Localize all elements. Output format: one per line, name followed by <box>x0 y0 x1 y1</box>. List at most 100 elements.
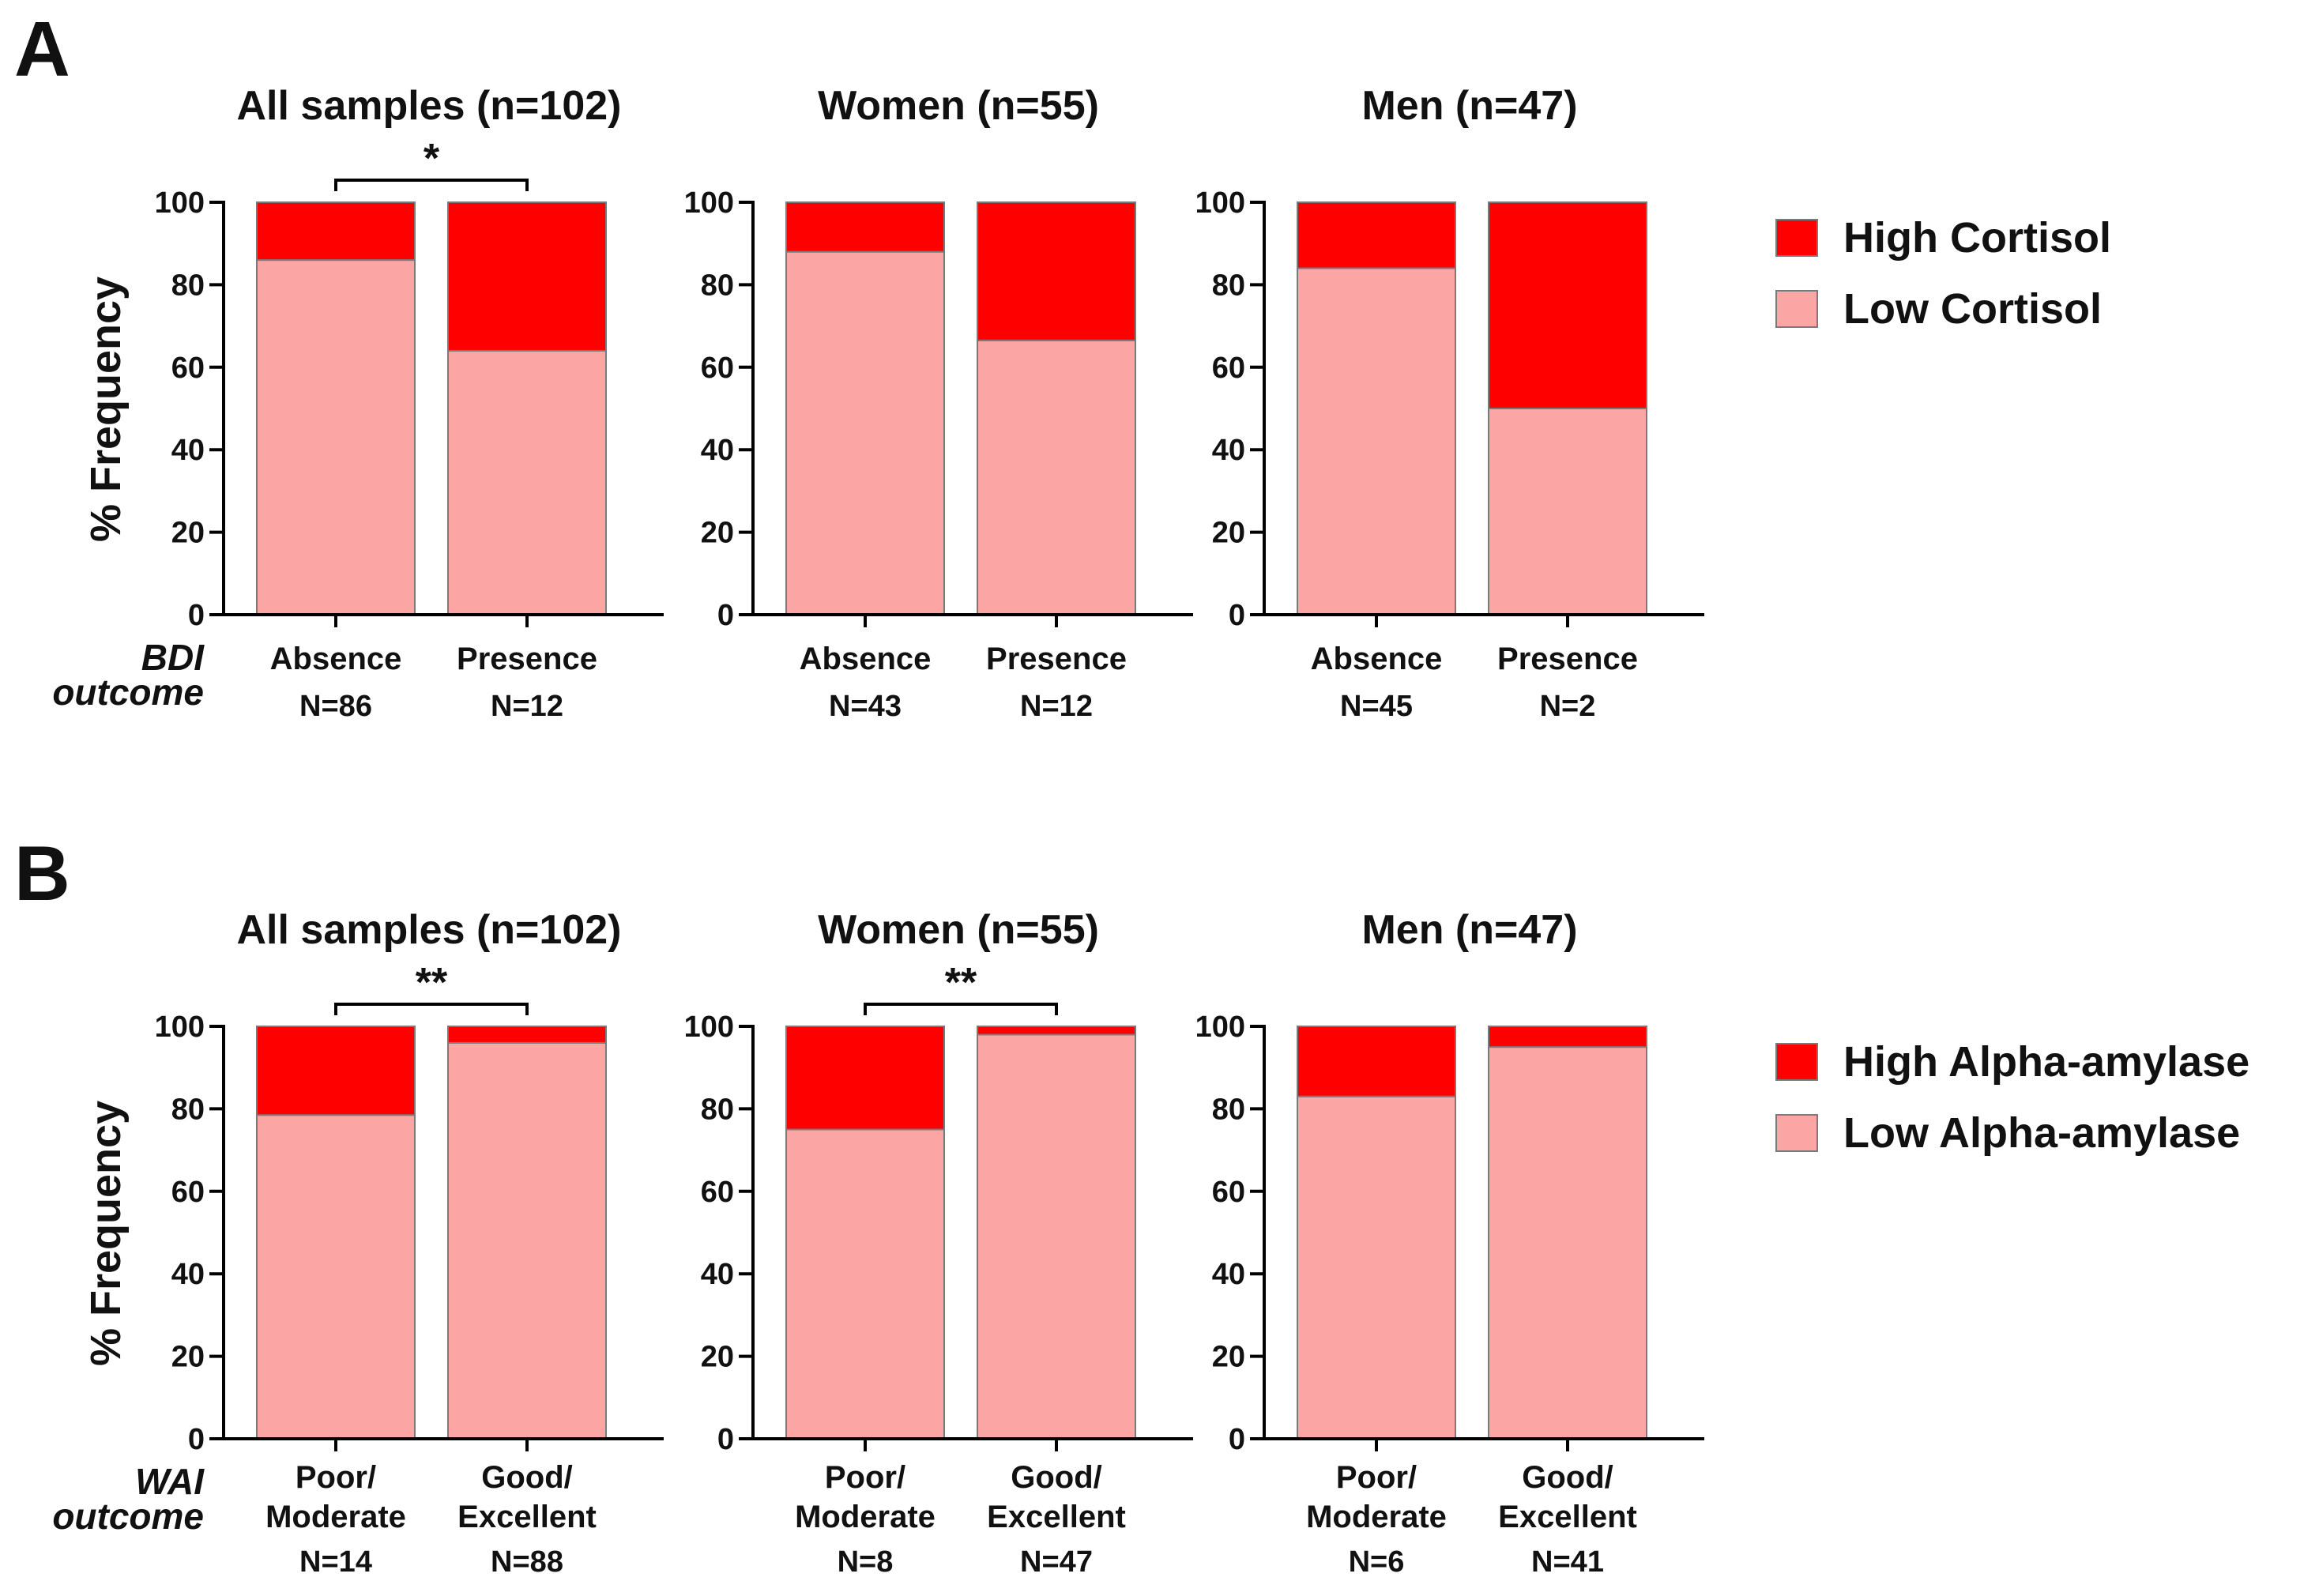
x-tick-label: Moderate <box>795 1500 936 1534</box>
y-tick-label: 60 <box>1212 352 1245 385</box>
outcome-label-line2: outcome <box>52 672 204 713</box>
sample-size-label: N=14 <box>299 1545 372 1579</box>
x-tick-label: Good/ <box>1522 1460 1613 1495</box>
legend-swatch-0 <box>1775 219 1818 257</box>
y-tick-label: 80 <box>701 269 734 302</box>
legend-label-1: Low Cortisol <box>1843 285 2102 333</box>
chart-6: Men (n=47) Poor/Moderate N=6 Good/Excellent… <box>1195 907 1704 1579</box>
y-tick-label: 60 <box>701 352 734 385</box>
y-tick-label: 80 <box>1212 269 1245 302</box>
bar-left-low <box>1297 267 1456 615</box>
y-tick-label: 20 <box>1212 1341 1245 1374</box>
significance-marker: ** <box>945 960 977 1006</box>
sample-size-label: N=6 <box>1349 1545 1405 1579</box>
bar-right-low <box>977 1033 1136 1440</box>
y-tick-label: 60 <box>701 1176 734 1209</box>
legend-label-1: Low Alpha-amylase <box>1843 1109 2240 1157</box>
y-axis-label: % Frequency <box>82 277 130 542</box>
y-tick-label: 80 <box>171 269 205 302</box>
y-tick-label: 0 <box>1229 599 1245 632</box>
y-tick-label: 20 <box>171 517 205 550</box>
significance-marker: * <box>424 136 440 182</box>
bar-right-high <box>1488 1026 1647 1048</box>
x-tick-label: Poor/ <box>1336 1460 1417 1495</box>
bar-right-low <box>1488 1046 1647 1440</box>
x-tick-label: Presence <box>986 642 1127 676</box>
chart-1: All samples (n=102) Absence N=86 Presence N=… <box>155 83 664 723</box>
chart-title: Men (n=47) <box>1361 83 1577 129</box>
legend: High Alpha-amylase Low Alpha-amylase <box>1775 1038 2249 1157</box>
significance-bracket <box>334 179 529 191</box>
bar-right-low <box>447 349 607 615</box>
y-tick-label: 100 <box>684 186 734 220</box>
bar-right-low <box>1488 408 1647 615</box>
x-tick-label: Absence <box>270 642 402 676</box>
chart-title: Men (n=47) <box>1361 907 1577 953</box>
sample-size-label: N=45 <box>1340 690 1413 723</box>
bar-left-low <box>256 259 416 615</box>
bar-left-low <box>785 250 945 615</box>
bar-right-high <box>977 1026 1136 1036</box>
significance-marker: ** <box>416 960 448 1006</box>
legend-label-0: High Cortisol <box>1843 214 2111 262</box>
bar-right-low <box>447 1041 607 1440</box>
y-tick-label: 40 <box>701 1258 734 1291</box>
y-tick-label: 0 <box>717 1423 734 1456</box>
y-tick-label: 100 <box>155 1011 205 1044</box>
bar-left-high <box>256 201 416 262</box>
y-axis-label: % Frequency <box>82 1101 130 1366</box>
bar-left-high <box>785 1026 945 1131</box>
sample-size-label: N=43 <box>829 690 902 723</box>
chart-3: Men (n=47) Absence N=45 Presence N=2 0 20 40 60 8… <box>1195 83 1704 723</box>
x-tick-label: Poor/ <box>296 1460 376 1495</box>
x-tick-label: Absence <box>800 642 932 676</box>
y-tick-label: 40 <box>701 434 734 467</box>
y-tick-label: 40 <box>1212 434 1245 467</box>
legend: High Cortisol Low Cortisol <box>1775 214 2111 333</box>
sample-size-label: N=12 <box>491 690 563 723</box>
outcome-label-line2: outcome <box>52 1496 204 1537</box>
y-tick-label: 100 <box>155 186 205 220</box>
x-tick-label: Excellent <box>1498 1500 1637 1534</box>
chart-4: All samples (n=102) Poor/Moderate N=14 Good… <box>155 907 664 1579</box>
bar-right-high <box>977 201 1136 341</box>
sample-size-label: N=8 <box>838 1545 894 1579</box>
bar-right-high <box>1488 201 1647 409</box>
y-tick-label: 60 <box>171 1176 205 1209</box>
x-tick-label: Moderate <box>265 1500 406 1534</box>
chart-title: All samples (n=102) <box>237 83 622 129</box>
x-tick-label: Poor/ <box>825 1460 905 1495</box>
y-tick-label: 80 <box>1212 1093 1245 1126</box>
y-tick-label: 60 <box>1212 1176 1245 1209</box>
sample-size-label: N=2 <box>1540 690 1596 723</box>
legend-swatch-1 <box>1775 290 1818 328</box>
chart-5: Women (n=55) Poor/Moderate N=8 Good/Excelle… <box>684 907 1193 1579</box>
y-tick-label: 40 <box>171 434 205 467</box>
significance-bracket <box>334 1003 529 1015</box>
y-tick-label: 20 <box>171 1341 205 1374</box>
bar-right-high <box>447 201 607 352</box>
bar-left-low <box>256 1114 416 1440</box>
sample-size-label: N=86 <box>299 690 372 723</box>
y-tick-label: 40 <box>171 1258 205 1291</box>
legend-swatch-0 <box>1775 1043 1818 1081</box>
x-tick-label: Excellent <box>987 1500 1126 1534</box>
bar-right-high <box>447 1026 607 1044</box>
sample-size-label: N=47 <box>1020 1545 1093 1579</box>
legend-swatch-1 <box>1775 1114 1818 1152</box>
bar-left-high <box>1297 201 1456 269</box>
y-tick-label: 60 <box>171 352 205 385</box>
sample-size-label: N=12 <box>1020 690 1093 723</box>
chart-title: Women (n=55) <box>818 83 1099 129</box>
x-tick-label: Excellent <box>457 1500 597 1534</box>
x-tick-label: Good/ <box>481 1460 573 1495</box>
x-tick-label: Presence <box>1497 642 1638 676</box>
x-tick-label: Moderate <box>1306 1500 1447 1534</box>
y-tick-label: 0 <box>188 1423 205 1456</box>
y-tick-label: 0 <box>717 599 734 632</box>
y-tick-label: 80 <box>171 1093 205 1126</box>
outcome-label-line1: WAI <box>135 1461 205 1502</box>
y-tick-label: 100 <box>684 1011 734 1044</box>
